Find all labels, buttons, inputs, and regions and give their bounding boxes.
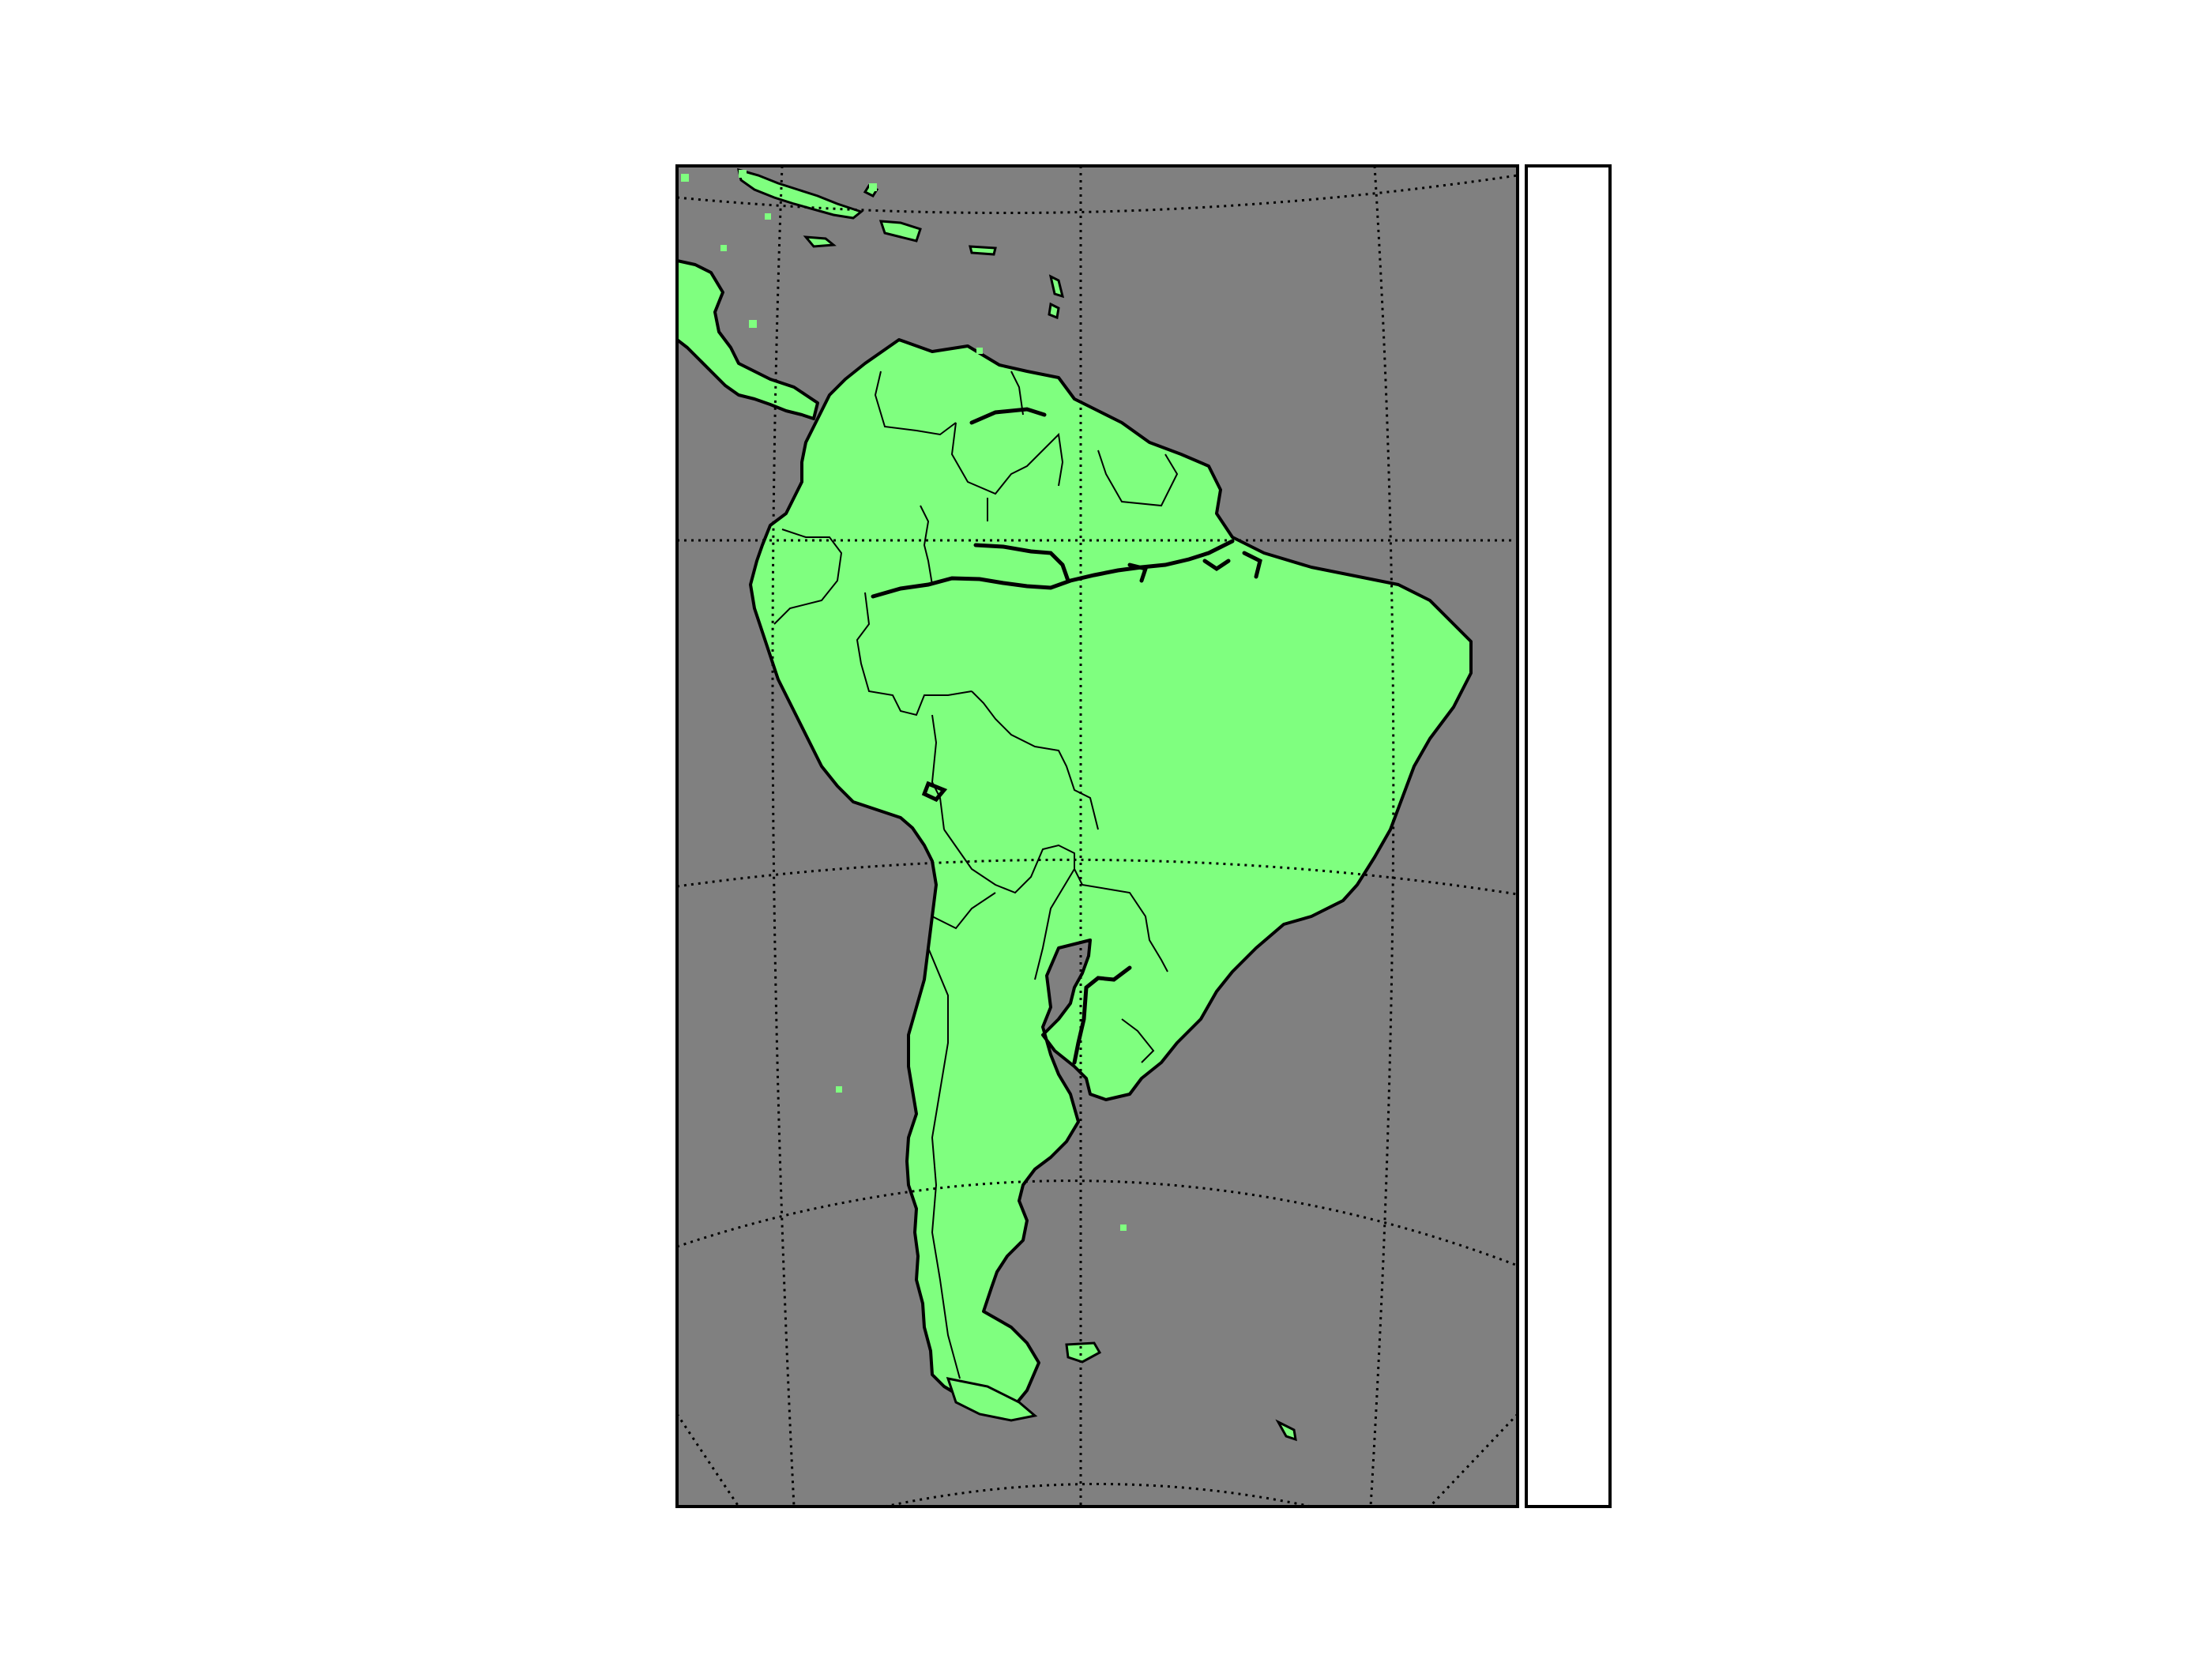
border bbox=[931, 714, 945, 830]
parallel-line bbox=[677, 1179, 1518, 1267]
island-south-georgia bbox=[1275, 1419, 1297, 1442]
graticule bbox=[677, 166, 1518, 1507]
border bbox=[1121, 1018, 1155, 1063]
river-tributary bbox=[1202, 559, 1231, 572]
border bbox=[943, 829, 1083, 894]
border bbox=[1010, 371, 1024, 416]
map-panel bbox=[675, 164, 1519, 1508]
rivers bbox=[871, 407, 1262, 1065]
land-central-america bbox=[677, 259, 819, 420]
islet bbox=[765, 213, 771, 220]
islet bbox=[869, 183, 877, 191]
border bbox=[773, 529, 843, 625]
colorbar-gradient bbox=[1526, 166, 1610, 1507]
map-content bbox=[677, 166, 1518, 1507]
island-cuba bbox=[736, 167, 864, 220]
land-south-america bbox=[749, 338, 1473, 1416]
colorbar-frame bbox=[1525, 164, 1612, 1508]
lake bbox=[921, 781, 948, 803]
islet bbox=[720, 245, 727, 251]
river-tributary bbox=[1127, 562, 1149, 583]
border bbox=[927, 947, 961, 1379]
islet bbox=[739, 170, 747, 178]
island-tierra-del-fuego bbox=[946, 1377, 1038, 1422]
border bbox=[931, 892, 996, 930]
border bbox=[874, 371, 957, 436]
river-orinoco bbox=[969, 407, 1047, 425]
border bbox=[971, 690, 1099, 830]
map-frame bbox=[675, 164, 1519, 1508]
caribbean-islands bbox=[736, 167, 1065, 320]
river-amazon bbox=[871, 539, 1235, 599]
meridian-line bbox=[1369, 166, 1395, 1507]
meridian-line bbox=[677, 1413, 740, 1507]
island-hispaniola bbox=[878, 220, 922, 243]
islet bbox=[1120, 1224, 1127, 1231]
island-puerto-rico bbox=[969, 245, 997, 256]
island-lesser-antilles bbox=[1048, 274, 1065, 320]
border bbox=[1082, 884, 1168, 972]
islet bbox=[836, 1086, 842, 1093]
river-amazon-branch bbox=[973, 543, 1070, 583]
border bbox=[856, 592, 972, 717]
scattered-islands bbox=[681, 170, 1297, 1442]
border bbox=[1097, 450, 1179, 507]
colorbar bbox=[1525, 164, 1612, 1508]
islet bbox=[976, 348, 983, 354]
river-tributary bbox=[1242, 551, 1262, 579]
islet bbox=[681, 174, 689, 182]
island-falklands bbox=[1065, 1341, 1102, 1364]
parallel-line bbox=[677, 858, 1518, 896]
islet bbox=[749, 320, 757, 328]
country-borders bbox=[773, 371, 1179, 1379]
parallel-line bbox=[884, 1483, 1312, 1507]
parallel-line bbox=[677, 174, 1518, 215]
island-jamaica bbox=[803, 235, 837, 248]
border bbox=[1034, 868, 1075, 980]
meridian-line bbox=[771, 166, 796, 1507]
border bbox=[920, 505, 933, 585]
river-parana bbox=[1072, 965, 1132, 1065]
border bbox=[950, 422, 1064, 495]
